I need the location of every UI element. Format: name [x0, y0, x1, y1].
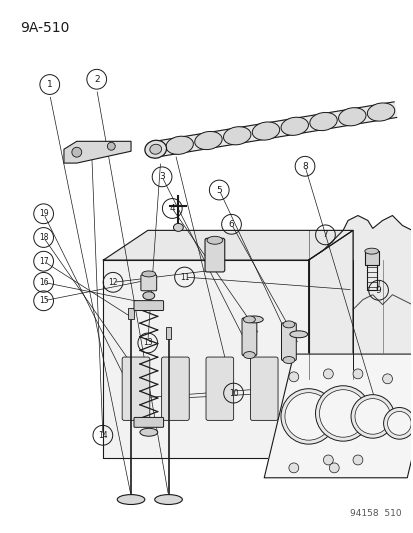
Circle shape — [288, 463, 298, 473]
Ellipse shape — [145, 140, 166, 158]
Ellipse shape — [206, 236, 222, 244]
Text: 8: 8 — [301, 162, 307, 171]
Text: 6: 6 — [228, 220, 234, 229]
Ellipse shape — [282, 321, 294, 328]
FancyBboxPatch shape — [242, 318, 256, 356]
Circle shape — [411, 366, 413, 376]
Ellipse shape — [252, 122, 279, 140]
Ellipse shape — [142, 271, 155, 277]
Text: 17: 17 — [39, 257, 48, 266]
FancyBboxPatch shape — [206, 357, 233, 421]
FancyBboxPatch shape — [165, 327, 171, 339]
Ellipse shape — [142, 292, 154, 300]
FancyBboxPatch shape — [134, 417, 163, 427]
Circle shape — [411, 448, 413, 458]
Circle shape — [352, 455, 362, 465]
Circle shape — [328, 463, 338, 473]
Text: 9: 9 — [375, 286, 380, 295]
Ellipse shape — [166, 136, 193, 155]
Ellipse shape — [289, 331, 307, 338]
Ellipse shape — [194, 132, 222, 150]
FancyBboxPatch shape — [281, 323, 296, 360]
Text: 11: 11 — [179, 272, 189, 281]
Circle shape — [354, 399, 389, 434]
Circle shape — [288, 372, 298, 382]
Ellipse shape — [117, 495, 145, 505]
Ellipse shape — [140, 429, 157, 436]
Ellipse shape — [173, 223, 183, 231]
Circle shape — [72, 147, 81, 157]
Text: 10: 10 — [228, 389, 238, 398]
Circle shape — [319, 390, 366, 437]
Ellipse shape — [282, 357, 294, 364]
FancyBboxPatch shape — [364, 251, 378, 265]
FancyBboxPatch shape — [161, 357, 189, 421]
Circle shape — [280, 389, 335, 444]
Circle shape — [315, 386, 370, 441]
Ellipse shape — [243, 352, 255, 359]
Circle shape — [383, 408, 413, 439]
Polygon shape — [103, 230, 352, 260]
FancyBboxPatch shape — [250, 357, 278, 421]
Text: 12: 12 — [108, 278, 118, 287]
Polygon shape — [308, 230, 352, 458]
Polygon shape — [308, 215, 413, 418]
Ellipse shape — [364, 248, 378, 254]
Polygon shape — [103, 260, 308, 458]
Ellipse shape — [309, 112, 337, 131]
Circle shape — [284, 393, 332, 440]
Text: 14: 14 — [98, 431, 107, 440]
Circle shape — [387, 411, 410, 435]
Text: 15: 15 — [39, 296, 48, 305]
Text: 13: 13 — [142, 338, 152, 348]
Ellipse shape — [338, 108, 365, 126]
Text: 19: 19 — [39, 209, 48, 218]
FancyBboxPatch shape — [204, 238, 224, 272]
Ellipse shape — [366, 103, 394, 121]
Text: 94158  510: 94158 510 — [349, 510, 400, 519]
Circle shape — [323, 455, 332, 465]
Text: 18: 18 — [39, 233, 48, 242]
Text: 2: 2 — [94, 75, 99, 84]
Text: 1: 1 — [47, 80, 52, 89]
FancyBboxPatch shape — [128, 308, 134, 319]
Circle shape — [350, 394, 394, 438]
Ellipse shape — [150, 144, 161, 154]
Circle shape — [382, 374, 392, 384]
Ellipse shape — [223, 127, 250, 145]
Ellipse shape — [280, 117, 308, 135]
Text: 7: 7 — [322, 230, 328, 239]
Circle shape — [323, 369, 332, 379]
Text: 16: 16 — [39, 278, 48, 287]
Ellipse shape — [245, 316, 263, 323]
Polygon shape — [263, 354, 413, 478]
Ellipse shape — [243, 316, 255, 323]
FancyBboxPatch shape — [140, 275, 156, 290]
Text: 4: 4 — [169, 204, 175, 213]
FancyBboxPatch shape — [122, 357, 150, 421]
Ellipse shape — [154, 495, 182, 505]
Text: 9A-510: 9A-510 — [21, 21, 70, 35]
Text: 3: 3 — [159, 172, 164, 181]
Circle shape — [352, 369, 362, 379]
Polygon shape — [64, 141, 131, 163]
Circle shape — [107, 142, 115, 150]
Text: 5: 5 — [216, 185, 222, 195]
Polygon shape — [154, 102, 396, 157]
FancyBboxPatch shape — [134, 301, 163, 311]
